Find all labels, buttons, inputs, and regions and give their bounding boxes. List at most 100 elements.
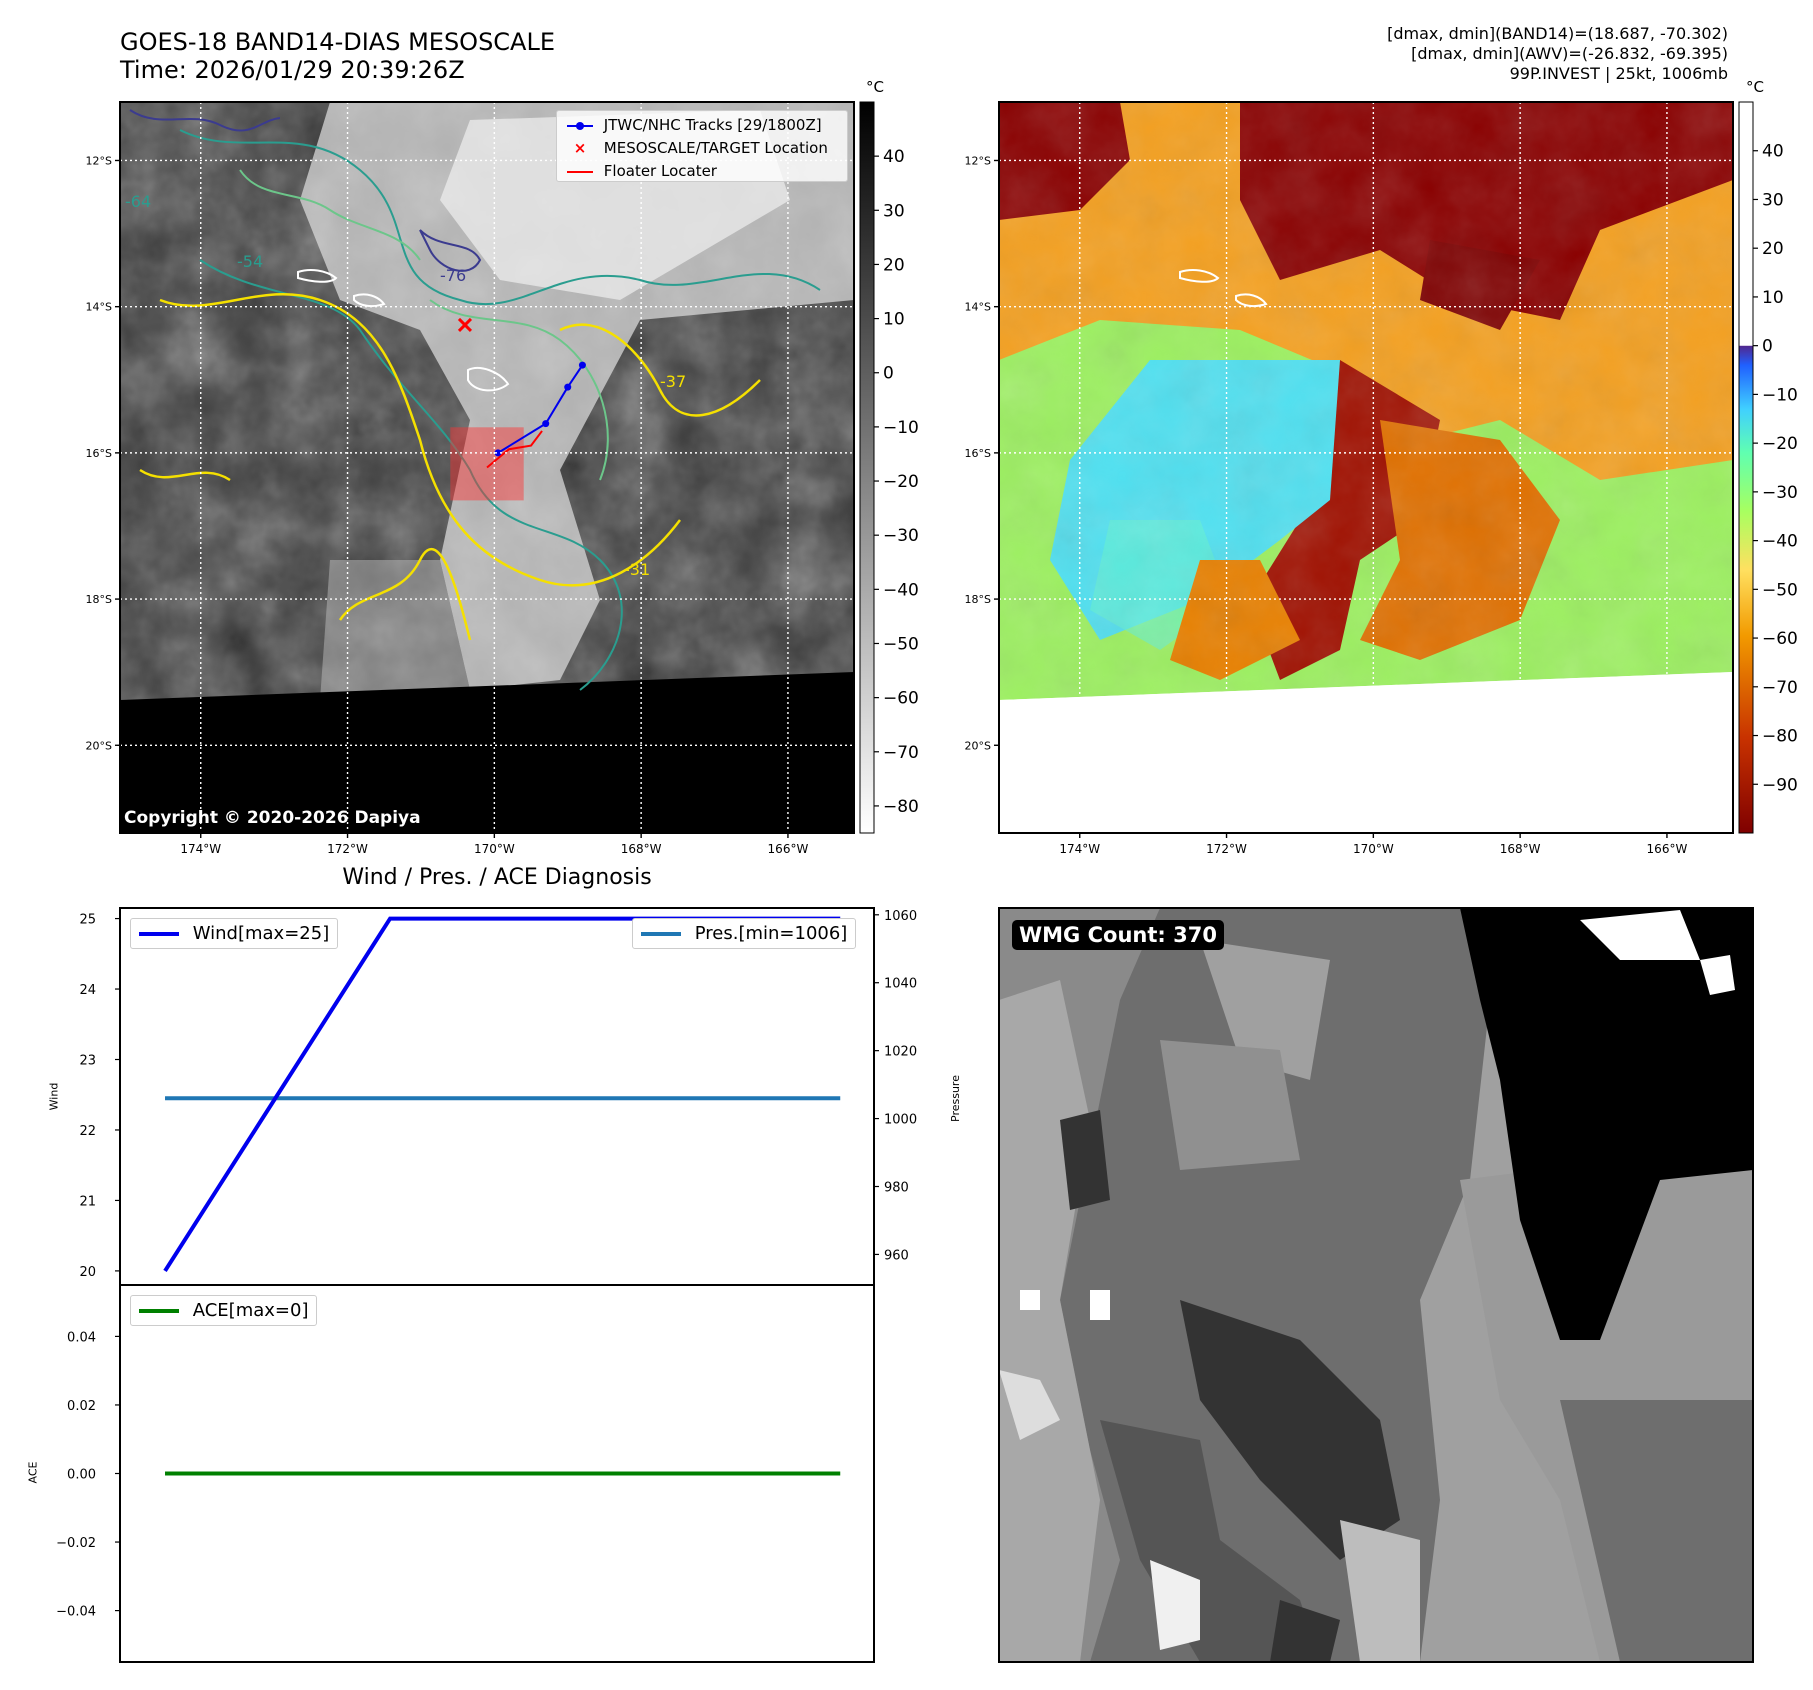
map-axis-ticks: 12°S 14°S 16°S 18°S 20°S 174°W 172°W 170°W 168°W… (86, 154, 809, 856)
colorbar-tick-label: −80 (1762, 727, 1798, 747)
pressure-axis-label: Pressure (948, 1075, 962, 1122)
wind-legend-label: Wind[max=25] (192, 923, 330, 944)
colorbar-tick-label: −70 (883, 743, 919, 763)
pressure-tick-label: 1060 (884, 909, 917, 924)
lon-tick-label: 170°W (474, 842, 515, 856)
legend-entry-track: JTWC/NHC Tracks [29/1800Z] (567, 116, 822, 134)
wind-legend-swatch (139, 932, 179, 936)
target-location-marker (457, 317, 473, 333)
colorbar-tick-label: 10 (883, 310, 905, 330)
jtwc-track (497, 364, 584, 454)
legend-label: JTWC/NHC Tracks [29/1800Z] (603, 116, 822, 134)
colorbar-tick-label: −70 (1762, 678, 1798, 698)
lon-tick-label: 168°W (1500, 842, 1541, 856)
lat-tick-label: 14°S (86, 301, 112, 314)
colorbar-tick-label: 30 (883, 201, 905, 221)
satellite-gray-panel: 12°S 14°S 16°S 18°S 20°S 174°W 172°W 170°W 168°W… (86, 101, 855, 856)
wind-tick-label: 21 (79, 1194, 96, 1209)
lon-tick-label: 172°W (1206, 842, 1247, 856)
legend-entry-floater: Floater Locater (567, 162, 717, 180)
wmg-panel (998, 907, 1754, 1663)
satellite-color-panel: 12°S 14°S 16°S 18°S 20°S 174°W 172°W 170°W 168°W… (965, 101, 1734, 856)
track-point (578, 361, 586, 369)
pressure-legend-label: Pres.[min=1006] (694, 923, 848, 944)
pressure-tick-label: 1020 (884, 1045, 917, 1060)
map-axis-ticks: 12°S 14°S 16°S 18°S 20°S 174°W 172°W 170°W 168°W… (965, 154, 1688, 856)
lat-tick-label: 20°S (86, 739, 112, 752)
colorbar-tick-label: 0 (883, 364, 894, 384)
wind-tick-label: 23 (79, 1054, 96, 1069)
colorbar-tick-label: −60 (883, 689, 919, 709)
map-gridlines (120, 102, 854, 833)
colorbar-tick-label: 40 (883, 147, 905, 167)
colorbar-tick-label: 20 (1762, 239, 1784, 259)
map-legend: JTWC/NHC Tracks [29/1800Z] × MESOSCALE/T… (556, 110, 848, 182)
map-gridlines (999, 102, 1733, 833)
contour-label: -64 (125, 192, 152, 211)
colorbar-tick-label: −60 (1762, 629, 1798, 649)
colorbar-tick-label: −40 (883, 580, 919, 600)
chart-title: Wind / Pres. / ACE Diagnosis (342, 865, 652, 890)
ace-tick-label: 0.00 (67, 1468, 96, 1483)
legend-label: Floater Locater (603, 162, 717, 180)
lat-tick-label: 16°S (86, 447, 112, 460)
colorbar-tick-label: 40 (1762, 142, 1784, 162)
jtwc-track-points (494, 361, 586, 457)
colorbar-color: 40 30 20 10 0 −10 −20 −30 −40 −50 −60 −70 −80 −90 (1738, 101, 1798, 834)
ace-legend-swatch (139, 1309, 179, 1313)
ace-legend-label: ACE[max=0] (192, 1300, 309, 1321)
track-swatch (567, 121, 593, 130)
pressure-legend: Pres.[min=1006] (632, 918, 857, 949)
colorbar-tick-label: −10 (1762, 385, 1798, 405)
copyright: Copyright © 2020-2026 Dapiya (124, 808, 421, 828)
wind-axis-label: Wind (47, 1082, 61, 1111)
lat-tick-label: 14°S (965, 301, 991, 314)
colorbar-gray-unit: °C (866, 78, 884, 96)
floater-box (450, 427, 524, 501)
lon-tick-label: 166°W (768, 842, 809, 856)
floater-locater-track (486, 430, 543, 469)
lon-tick-label: 170°W (1353, 842, 1394, 856)
colorbar-color-unit: °C (1746, 78, 1764, 96)
pressure-tick-label: 1000 (884, 1113, 917, 1128)
figure-title: GOES-18 BAND14-DIAS MESOSCALE (120, 28, 556, 56)
wind-tick-label: 24 (79, 983, 96, 998)
lat-tick-label: 16°S (965, 447, 991, 460)
wind-pressure-chart: 25 24 23 22 21 20 1060 1040 1020 1000 980 960 (79, 907, 917, 1286)
lon-tick-label: 174°W (180, 842, 221, 856)
pressure-tick-label: 960 (884, 1248, 909, 1263)
target-x-stroke (457, 317, 473, 333)
track-point (542, 420, 550, 428)
info-band14: [dmax, dmin](BAND14)=(18.687, -70.302) (1387, 24, 1728, 43)
contour-label: -76 (440, 266, 467, 285)
info-awv: [dmax, dmin](AWV)=(-26.832, -69.395) (1411, 44, 1728, 63)
legend-entry-target: × MESOSCALE/TARGET Location (567, 139, 828, 157)
colorbar-tick-label: −90 (1762, 775, 1798, 795)
legend-label: MESOSCALE/TARGET Location (603, 139, 828, 157)
colorbar-tick-label: −10 (883, 418, 919, 438)
lat-tick-label: 18°S (965, 593, 991, 606)
info-storm: 99P.INVEST | 25kt, 1006mb (1509, 64, 1728, 83)
track-point (494, 449, 502, 457)
target-swatch: × (573, 139, 587, 157)
wind-tick-label: 22 (79, 1124, 96, 1139)
ace-tick-label: −0.02 (56, 1536, 96, 1551)
wind-tick-label: 20 (79, 1265, 96, 1280)
ace-tick-label: −0.04 (56, 1605, 96, 1620)
colorbar-tick-label: 30 (1762, 190, 1784, 210)
lat-tick-label: 20°S (965, 739, 991, 752)
contour-label: -31 (624, 560, 651, 579)
lat-tick-label: 12°S (965, 154, 991, 167)
colorbar-tick-label: −40 (1762, 532, 1798, 552)
colorbar-tick-label: −50 (883, 634, 919, 654)
colorbar-gray: 40 30 20 10 0 −10 −20 −30 −40 −50 −60 −70 −80 (859, 101, 919, 834)
pressure-tick-label: 1040 (884, 977, 917, 992)
colorbar-tick-label: 0 (1762, 337, 1773, 357)
colorbar-tick-label: 20 (883, 255, 905, 275)
ace-axis-label: ACE (26, 1461, 40, 1484)
colorbar-tick-label: −20 (1762, 434, 1798, 454)
contour-label: -37 (660, 372, 687, 391)
colorbar-tick-label: −30 (1762, 483, 1798, 503)
